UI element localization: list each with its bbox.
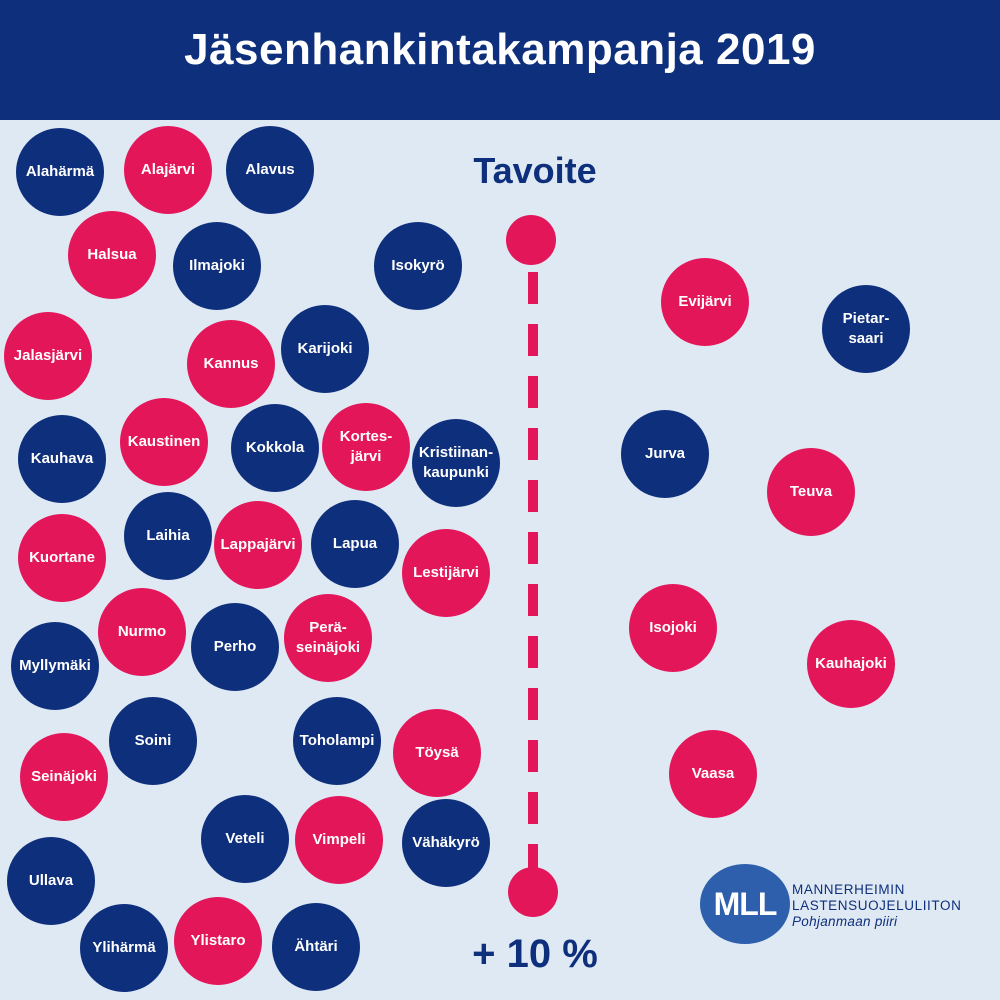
municipality-circle: Kuortane xyxy=(18,514,106,602)
municipality-circle: Lestijärvi xyxy=(402,529,490,617)
logo-mark: MLL xyxy=(713,885,778,922)
municipality-circle: Karijoki xyxy=(281,305,369,393)
mll-logo: MLL xyxy=(700,864,790,944)
header-banner: Jäsenhankintakampanja 2019 xyxy=(0,0,1000,120)
municipality-circle: Ylistaro xyxy=(174,897,262,985)
target-line xyxy=(506,215,558,917)
municipality-circle: Soini xyxy=(109,697,197,785)
municipality-circle: Laihia xyxy=(124,492,212,580)
municipality-circle: Ilmajoki xyxy=(173,222,261,310)
municipality-circle: Nurmo xyxy=(98,588,186,676)
municipality-circle: Isojoki xyxy=(629,584,717,672)
org-line-2: LASTENSUOJELULIITON xyxy=(792,898,962,914)
municipality-circle: Kaustinen xyxy=(120,398,208,486)
municipality-circle: Veteli xyxy=(201,795,289,883)
municipality-circle: Alajärvi xyxy=(124,126,212,214)
municipality-circle: Alavus xyxy=(226,126,314,214)
municipality-circle: Jurva xyxy=(621,410,709,498)
municipality-circle: Isokyrö xyxy=(374,222,462,310)
page-title: Jäsenhankintakampanja 2019 xyxy=(184,25,816,74)
municipality-circle: Evijärvi xyxy=(661,258,749,346)
municipality-circle: Kristiinan- kaupunki xyxy=(412,419,500,507)
target-line-bottom-dot xyxy=(508,867,558,917)
municipality-circle: Halsua xyxy=(68,211,156,299)
municipality-circle: Vähäkyrö xyxy=(402,799,490,887)
municipality-circle: Seinäjoki xyxy=(20,733,108,821)
municipality-circle: Vimpeli xyxy=(295,796,383,884)
municipality-circle: Ähtäri xyxy=(272,903,360,991)
municipality-circle: Perho xyxy=(191,603,279,691)
municipality-circle: Kauhajoki xyxy=(807,620,895,708)
municipality-circle: Vaasa xyxy=(669,730,757,818)
municipality-circle: Toholampi xyxy=(293,697,381,785)
municipality-circle: Jalasjärvi xyxy=(4,312,92,400)
organization-name: MANNERHEIMIN LASTENSUOJELULIITON Pohjanm… xyxy=(792,882,961,931)
municipality-circle: Lappajärvi xyxy=(214,501,302,589)
org-line-1: MANNERHEIMIN xyxy=(792,882,905,897)
municipality-circle: Ylihärmä xyxy=(80,904,168,992)
municipality-circle: Teuva xyxy=(767,448,855,536)
municipality-circle: Myllymäki xyxy=(11,622,99,710)
municipality-circle: Kortes- järvi xyxy=(322,403,410,491)
municipality-circle: Lapua xyxy=(311,500,399,588)
target-percent-label: + 10 % xyxy=(472,932,598,976)
municipality-circle: Kannus xyxy=(187,320,275,408)
municipality-circle: Ullava xyxy=(7,837,95,925)
municipality-circle: Pietar- saari xyxy=(822,285,910,373)
municipality-circle: Alahärmä xyxy=(16,128,104,216)
municipality-circle: Perä- seinäjoki xyxy=(284,594,372,682)
org-line-3: Pohjanmaan piiri xyxy=(792,914,898,930)
municipality-circle: Kauhava xyxy=(18,415,106,503)
municipality-circle: Kokkola xyxy=(231,404,319,492)
municipality-circle: Töysä xyxy=(393,709,481,797)
target-label: Tavoite xyxy=(473,150,597,191)
target-line-top-dot xyxy=(506,215,556,265)
